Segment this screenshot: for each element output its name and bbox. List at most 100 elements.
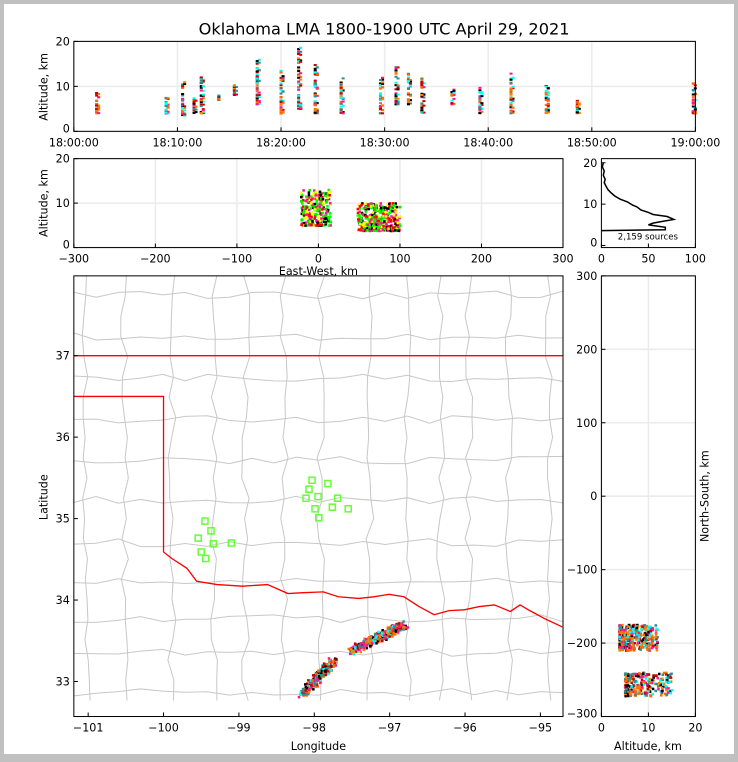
source-point	[478, 91, 482, 94]
source-point	[255, 90, 259, 93]
source-point	[649, 686, 652, 689]
source-point	[389, 625, 392, 629]
source-point	[396, 97, 400, 100]
source-point	[199, 110, 203, 113]
source-point	[631, 676, 635, 680]
source-point	[257, 96, 261, 99]
source-point	[396, 630, 400, 633]
source-point	[181, 114, 185, 117]
x-tick-label: 200	[471, 253, 492, 266]
source-point	[391, 202, 395, 205]
source-point	[628, 674, 632, 677]
source-point	[232, 84, 236, 87]
source-point	[313, 86, 317, 89]
source-point	[314, 197, 317, 201]
source-point	[364, 228, 367, 232]
source-point	[370, 227, 374, 230]
source-point	[316, 205, 320, 208]
source-point	[386, 627, 390, 631]
source-point	[316, 685, 320, 688]
source-point	[341, 104, 345, 107]
source-point	[304, 683, 307, 686]
source-point	[643, 640, 646, 644]
source-point	[632, 630, 635, 634]
source-point	[362, 646, 365, 650]
source-point	[316, 671, 319, 674]
source-point	[181, 102, 185, 105]
source-point	[627, 630, 630, 634]
source-point	[378, 79, 382, 82]
source-point	[655, 640, 659, 644]
source-point	[394, 81, 398, 84]
source-point	[313, 208, 317, 211]
source-point	[646, 687, 650, 691]
source-point	[638, 638, 642, 642]
source-point	[315, 108, 319, 111]
source-point	[655, 645, 659, 648]
source-point	[642, 683, 645, 687]
source-point	[629, 636, 632, 640]
source-point	[357, 219, 360, 223]
x-tick-label: 18:20:00	[256, 137, 306, 150]
county-line	[436, 275, 446, 701]
source-point	[365, 646, 368, 650]
source-point	[363, 222, 366, 225]
source-point	[194, 105, 198, 108]
source-point	[166, 110, 170, 113]
source-point	[624, 679, 627, 683]
source-point	[339, 89, 343, 92]
source-point	[394, 72, 398, 75]
source-point	[395, 624, 398, 627]
source-point	[631, 647, 635, 651]
source-point	[644, 677, 648, 680]
source-point	[330, 660, 333, 664]
source-point	[396, 221, 399, 224]
source-point	[422, 111, 426, 114]
source-point	[201, 94, 205, 97]
source-point	[382, 206, 386, 209]
source-point	[406, 100, 410, 103]
source-point	[367, 218, 370, 221]
source-point	[315, 196, 319, 200]
x-tick-label: −97	[378, 722, 401, 735]
source-point	[372, 228, 375, 231]
county-line	[73, 538, 564, 548]
source-point	[385, 226, 388, 229]
source-point	[452, 102, 456, 105]
source-point	[367, 642, 370, 646]
source-point	[358, 648, 361, 652]
source-point	[639, 672, 643, 676]
source-point	[640, 678, 644, 682]
y-tick-label: 100	[576, 417, 597, 430]
source-point	[651, 627, 655, 630]
source-point	[373, 222, 377, 225]
source-point	[322, 224, 326, 227]
source-point	[281, 108, 285, 111]
ew-height-panel-axes: −300 −200 −100 0 100 200 300 0 10 20 Altitude, km E…	[38, 153, 574, 278]
source-point	[164, 111, 168, 114]
source-point	[660, 682, 664, 685]
source-point	[651, 640, 654, 643]
y-axis-label: Altitude, km	[38, 169, 51, 237]
source-point	[306, 682, 309, 685]
source-point	[315, 202, 318, 205]
source-point	[374, 636, 377, 639]
source-point	[636, 641, 640, 645]
source-point	[390, 634, 394, 637]
source-point	[661, 686, 664, 690]
source-point	[307, 223, 311, 227]
source-point	[313, 103, 317, 106]
source-point	[392, 631, 395, 635]
source-point	[646, 679, 650, 683]
source-point	[394, 92, 398, 95]
source-point	[509, 72, 513, 75]
source-point	[307, 191, 311, 194]
source-point	[652, 645, 655, 648]
source-point	[347, 647, 351, 651]
source-point	[396, 93, 400, 96]
source-point	[666, 689, 670, 693]
source-point	[647, 627, 650, 631]
source-point	[352, 653, 356, 656]
source-point	[655, 627, 658, 631]
source-point	[394, 222, 397, 225]
